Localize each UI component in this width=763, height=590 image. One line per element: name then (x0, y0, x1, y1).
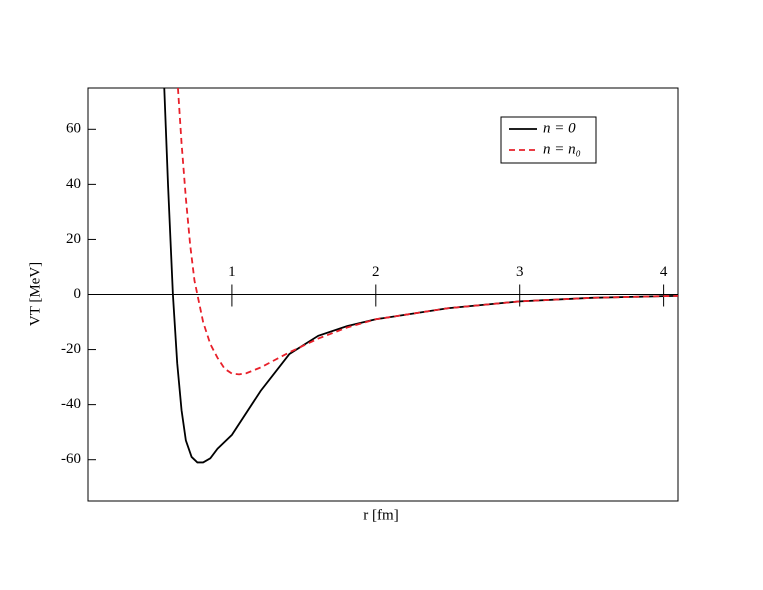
y-tick-label: -20 (61, 341, 81, 357)
y-tick-label: 0 (74, 286, 82, 302)
y-tick-label: -40 (61, 396, 81, 412)
legend-label: n = 0 (543, 120, 576, 136)
legend-label: n = n₀ (543, 141, 581, 157)
x-tick-label: 2 (372, 264, 380, 280)
data-line (163, 88, 678, 464)
data-line (177, 88, 678, 376)
y-tick-label: 20 (66, 231, 81, 247)
y-axis-label: VT [MeV] (27, 262, 43, 326)
x-tick-label: 4 (660, 264, 668, 280)
x-tick-label: 3 (516, 264, 524, 280)
y-tick-label: 60 (66, 121, 81, 137)
y-tick-label: -60 (61, 451, 81, 467)
x-axis-label: r [fm] (363, 507, 398, 523)
legend-box (500, 116, 597, 164)
y-tick-label: 40 (66, 176, 81, 192)
x-tick-label: 1 (228, 264, 236, 280)
